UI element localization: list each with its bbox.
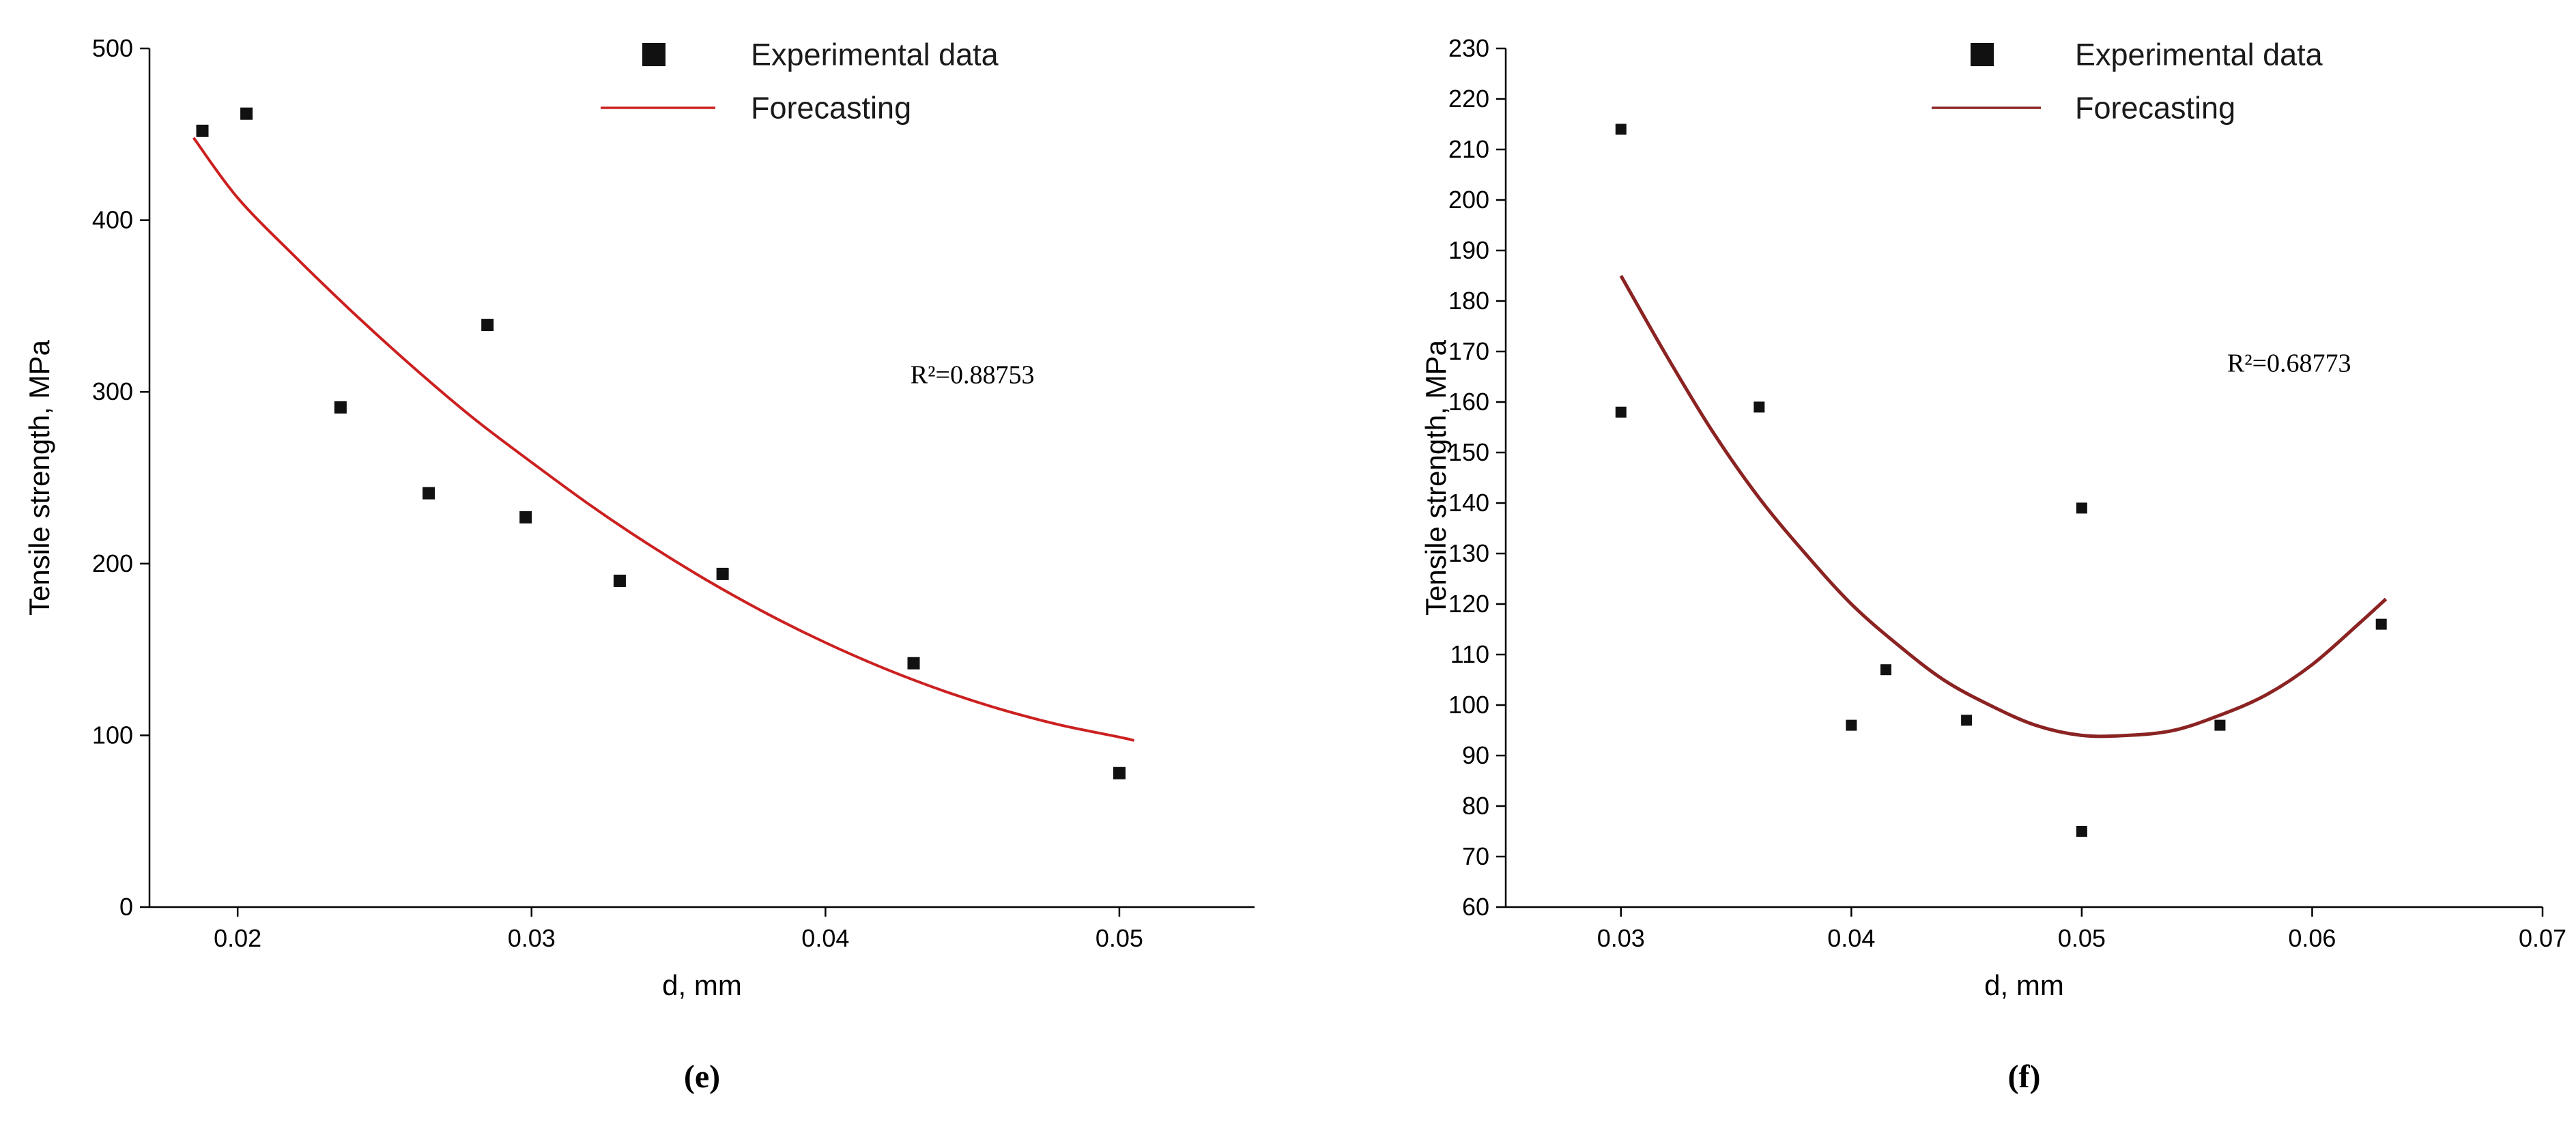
axes [148, 48, 1255, 908]
forecast-curve [192, 137, 1134, 742]
y-tick-label: 500 [92, 34, 133, 62]
data-points [1615, 124, 2387, 837]
data-point [1113, 766, 1126, 779]
legend-square-marker [642, 43, 666, 66]
y-tick-label: 80 [1462, 792, 1489, 820]
axes [1504, 48, 2543, 908]
caption-f: (f) [2007, 1059, 2041, 1095]
data-point [240, 107, 253, 120]
data-point [2214, 719, 2226, 731]
data-point [1615, 406, 1627, 418]
x-axis-ticks: 0.03 0.04 0.05 0.06 0.07 [1597, 907, 2566, 952]
chart-panel-f: 0.03 0.04 0.05 0.06 0.07 60 70 80 90 100 110 120 130… [1283, 0, 2576, 1133]
y-tick-label: 90 [1462, 741, 1489, 769]
y-tick-label: 300 [92, 377, 133, 405]
r-squared-annotation: R²=0.68773 [2227, 349, 2351, 378]
y-axis-title: Tensile strength, MPa [23, 339, 55, 616]
chart-panel-e: 0.02 0.03 0.04 0.05 0 100 200 300 400 500 Experime… [0, 0, 1283, 1133]
data-point [907, 657, 920, 670]
legend-label-forecasting: Forecasting [2075, 91, 2235, 126]
y-tick-label: 110 [1450, 640, 1489, 668]
y-tick-label: 220 [1448, 85, 1489, 113]
y-tick-label: 160 [1448, 388, 1489, 416]
y-tick-label: 100 [92, 721, 133, 749]
y-axis-title: Tensile strength, MPa [1420, 339, 1452, 616]
y-tick-label: 170 [1448, 337, 1489, 365]
data-point [1961, 715, 1973, 726]
data-point [613, 574, 626, 587]
y-tick-label: 120 [1448, 590, 1489, 618]
chart-f: 0.03 0.04 0.05 0.06 0.07 60 70 80 90 100 110 120 130… [1420, 34, 2566, 1001]
y-tick-label: 70 [1462, 842, 1489, 870]
data-point [481, 319, 494, 332]
y-tick-label: 230 [1448, 34, 1489, 62]
y-tick-label: 0 [119, 893, 133, 921]
data-point [334, 401, 347, 414]
x-tick-label: 0.04 [1827, 924, 1875, 952]
data-point [1615, 124, 1627, 135]
y-tick-label: 190 [1448, 236, 1489, 264]
legend: Experimental data Forecasting [1932, 38, 2323, 126]
y-axis-ticks: 60 70 80 90 100 110 120 130 140 150 160 170 180 190 20… [1448, 34, 1506, 921]
legend: Experimental data Forecasting [601, 38, 999, 126]
data-points [196, 107, 1126, 779]
y-tick-label: 130 [1448, 539, 1489, 567]
legend-label-experimental: Experimental data [751, 38, 999, 72]
x-tick-label: 0.02 [214, 924, 261, 952]
y-tick-label: 210 [1448, 135, 1489, 163]
y-tick-label: 60 [1462, 893, 1489, 921]
r-squared-annotation: R²=0.88753 [911, 361, 1035, 390]
x-axis-title: d, mm [1984, 969, 2064, 1001]
x-axis-title: d, mm [662, 969, 742, 1001]
legend-label-experimental: Experimental data [2075, 38, 2323, 72]
y-tick-label: 150 [1448, 438, 1489, 466]
chart-e: 0.02 0.03 0.04 0.05 0 100 200 300 400 500 Experime… [23, 34, 1255, 1001]
x-tick-label: 0.05 [2058, 924, 2106, 952]
x-tick-label: 0.03 [508, 924, 556, 952]
legend-label-forecasting: Forecasting [751, 91, 911, 126]
x-tick-label: 0.07 [2519, 924, 2566, 952]
y-tick-label: 180 [1448, 287, 1489, 315]
data-point [1846, 719, 1857, 731]
forecast-curve [1619, 274, 2388, 738]
x-tick-label: 0.03 [1597, 924, 1645, 952]
data-point [2076, 826, 2087, 837]
data-point [2375, 618, 2387, 630]
y-tick-label: 100 [1448, 691, 1489, 719]
caption-e: (e) [683, 1059, 721, 1095]
data-point [1880, 664, 1891, 676]
data-point [716, 567, 729, 580]
data-point [423, 487, 435, 500]
legend-square-marker [1971, 43, 1994, 66]
x-tick-label: 0.05 [1096, 924, 1143, 952]
x-axis-ticks: 0.02 0.03 0.04 0.05 [214, 907, 1143, 952]
data-point [519, 511, 532, 524]
y-tick-label: 140 [1448, 489, 1489, 517]
y-axis-ticks: 0 100 200 300 400 500 [92, 34, 149, 921]
y-tick-label: 400 [92, 206, 133, 234]
data-point [2076, 502, 2087, 514]
data-point [196, 124, 209, 137]
x-tick-label: 0.06 [2288, 924, 2336, 952]
y-tick-label: 200 [92, 549, 133, 577]
data-point [1754, 401, 1765, 413]
x-tick-label: 0.04 [801, 924, 849, 952]
y-tick-label: 200 [1448, 186, 1489, 214]
